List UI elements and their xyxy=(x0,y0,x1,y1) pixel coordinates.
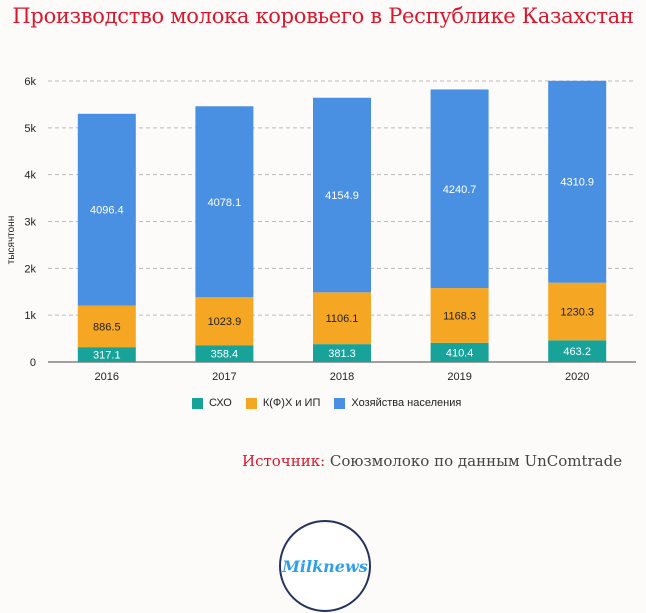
y-tick-label: 2k xyxy=(24,263,36,275)
bar-segment xyxy=(77,305,136,348)
y-tick-label: 3k xyxy=(24,217,36,229)
chart-plot: 0 1k 2k 3k 4k 5k 6k тысячтонн 317.1 886.5 4096.4 20… xyxy=(6,76,636,383)
data-label: 1106.1 xyxy=(326,313,359,325)
logo-text: Milknews xyxy=(282,556,368,576)
x-tick-label: 2019 xyxy=(447,371,471,383)
bar-segment xyxy=(195,345,254,362)
x-tick-label: 2016 xyxy=(95,371,119,383)
data-label: 1023.9 xyxy=(208,316,242,328)
x-tick-label: 2017 xyxy=(212,371,236,383)
legend-swatch xyxy=(334,397,346,409)
legend-item-kfh[interactable]: К(Ф)Х и ИП xyxy=(245,397,321,409)
legend-item-sho[interactable]: СХО xyxy=(192,397,232,409)
x-tick-label: 2020 xyxy=(565,371,589,383)
legend-label: К(Ф)Х и ИП xyxy=(262,397,321,409)
bar-segment xyxy=(548,340,607,362)
bar-segment xyxy=(77,347,136,362)
data-label: 4096.4 xyxy=(90,205,124,217)
data-label: 358.4 xyxy=(211,349,239,361)
legend-swatch xyxy=(245,397,257,409)
data-label: 1230.3 xyxy=(560,306,594,318)
bar-segment xyxy=(430,342,489,362)
y-tick-label: 5k xyxy=(24,123,36,135)
data-label: 410.4 xyxy=(446,347,474,359)
source-text: Союзмолоко по данным UnComtrade xyxy=(325,452,623,470)
source-note: Источник: Союзмолоко по данным UnComtrad… xyxy=(242,452,622,470)
milknews-logo: Milknews xyxy=(279,520,371,612)
bar-segment xyxy=(195,297,254,346)
data-label: 463.2 xyxy=(563,346,591,358)
data-label: 886.5 xyxy=(93,321,121,333)
legend-label: СХО xyxy=(209,397,232,409)
y-tick-label: 1k xyxy=(24,310,36,322)
y-axis-label: тысячтонн xyxy=(6,216,17,264)
data-label: 1168.3 xyxy=(443,310,476,322)
bar-segment xyxy=(313,344,371,362)
data-label: 4240.7 xyxy=(443,184,477,196)
data-label: 317.1 xyxy=(93,350,121,362)
y-tick-label: 0 xyxy=(30,357,36,369)
data-label: 381.3 xyxy=(328,348,356,360)
data-label: 4310.9 xyxy=(560,177,594,189)
bar-segment xyxy=(195,106,254,298)
data-label: 4078.1 xyxy=(208,197,242,209)
legend-swatch xyxy=(192,397,203,409)
bar-segment xyxy=(313,292,371,345)
data-label: 4154.9 xyxy=(325,190,359,202)
bar-segment xyxy=(77,113,136,306)
bar-segment xyxy=(430,89,489,289)
legend-item-households[interactable]: Хозяйства населения xyxy=(334,397,461,409)
bar-segment xyxy=(313,97,371,293)
legend-label: Хозяйства населения xyxy=(351,397,462,409)
x-tick-label: 2018 xyxy=(330,371,354,383)
chart-title: Производство молока коровьего в Республи… xyxy=(12,4,634,28)
bar-segment xyxy=(548,80,607,283)
source-label: Источник: xyxy=(242,452,326,470)
bar-segment xyxy=(430,288,489,343)
legend: СХО К(Ф)Х и ИП Хозяйства населения xyxy=(192,397,461,409)
y-tick-label: 6k xyxy=(24,76,36,88)
y-tick-label: 4k xyxy=(24,170,36,182)
bar-segment xyxy=(548,282,607,341)
